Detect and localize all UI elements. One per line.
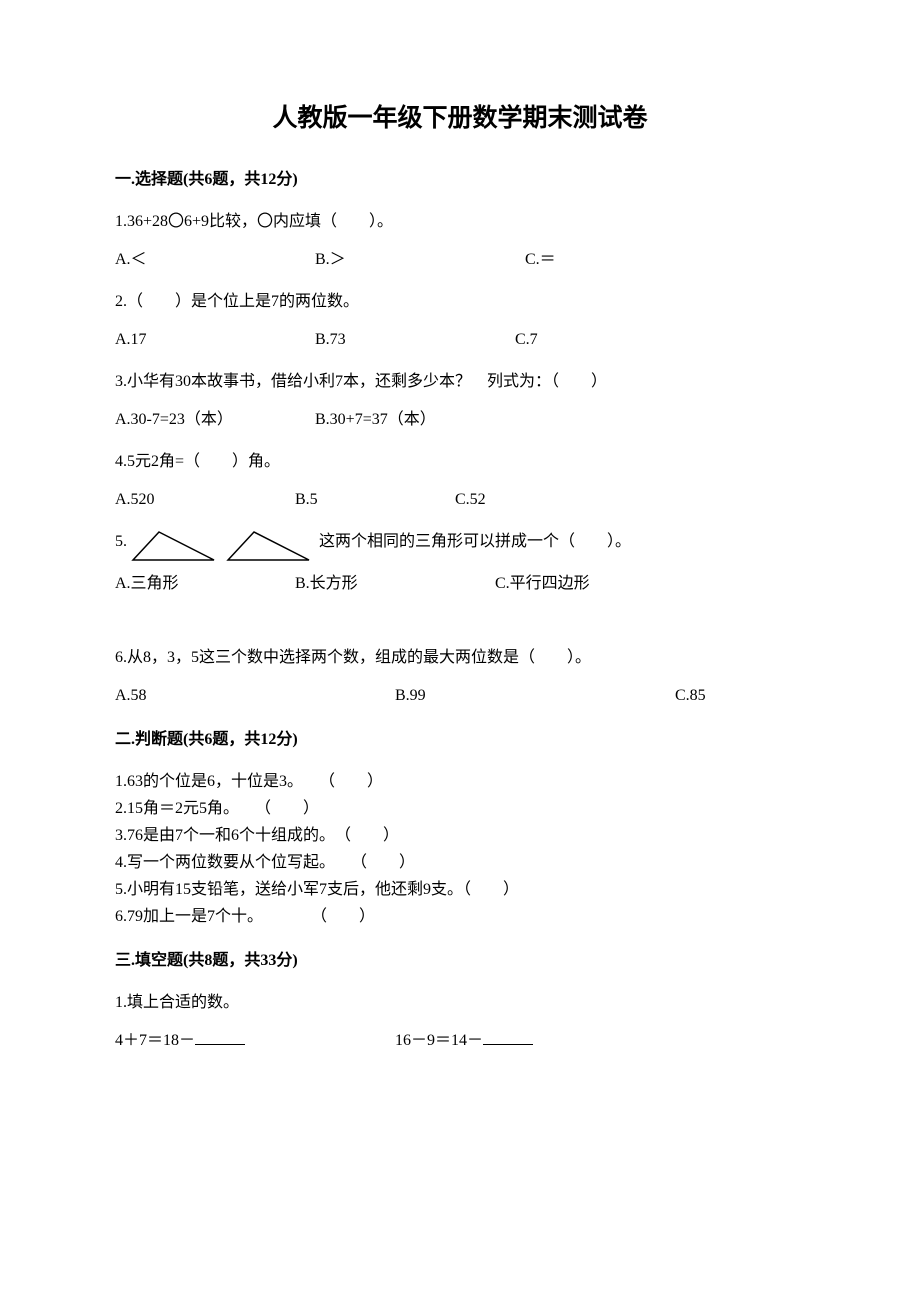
q1-opt-b: B.＞ [315,248,525,272]
triangle-icon [131,530,216,562]
q3-options: A.30-7=23（本） B.30+7=37（本） [115,408,805,432]
s2-l1: 1.63的个位是6，十位是3。 （ ） [115,770,805,794]
q2-opt-b: B.73 [315,328,515,352]
q1-opt-c: C.＝ [525,248,805,272]
blank-input [195,1029,245,1045]
s2-l3: 3.76是由7个一和6个十组成的。 （ ） [115,824,805,848]
q1-options: A.＜ B.＞ C.＝ [115,248,805,272]
blank-input [483,1029,533,1045]
q5-text: 这两个相同的三角形可以拼成一个（ ）。 [319,530,631,554]
s3-fill-b: 16－9＝14－ [395,1029,533,1053]
s3-q1: 1.填上合适的数。 [115,991,805,1015]
q3-opt-a: A.30-7=23（本） [115,408,315,432]
q4-opt-c: C.52 [455,488,805,512]
section3-header: 三.填空题(共8题，共33分) [115,949,805,973]
q5: 5. 这两个相同的三角形可以拼成一个（ ）。 A.三角形 B.长方形 C.平行四… [115,530,805,596]
q1: 1.36+28〇6+9比较，〇内应填（ ）。 A.＜ B.＞ C.＝ [115,210,805,272]
q4-opt-a: A.520 [115,488,295,512]
q5-triangles [131,530,311,562]
s3-fill-a: 4＋7＝18－ [115,1029,395,1053]
q6-opt-c: C.85 [675,684,805,708]
q4-opt-b: B.5 [295,488,455,512]
s3-fill-a-text: 4＋7＝18－ [115,1032,195,1049]
q6-text: 6.从8，3，5这三个数中选择两个数，组成的最大两位数是（ ）。 [115,646,805,670]
q4-text: 4.5元2角=（ ）角。 [115,450,805,474]
triangle-icon [226,530,311,562]
q5-opt-b: B.长方形 [295,572,495,596]
q5-opt-a: A.三角形 [115,572,295,596]
q5-layout: 5. 这两个相同的三角形可以拼成一个（ ）。 [115,530,805,562]
q6-opt-a: A.58 [115,684,395,708]
s3-fill-row: 4＋7＝18－ 16－9＝14－ [115,1029,805,1053]
q4-options: A.520 B.5 C.52 [115,488,805,512]
q2-opt-c: C.7 [515,328,805,352]
s2-l4: 4.写一个两位数要从个位写起。 （ ） [115,851,805,875]
q2: 2.（ ）是个位上是7的两位数。 A.17 B.73 C.7 [115,290,805,352]
section1-header: 一.选择题(共6题，共12分) [115,168,805,192]
q6-options: A.58 B.99 C.85 [115,684,805,708]
q6: 6.从8，3，5这三个数中选择两个数，组成的最大两位数是（ ）。 A.58 B.… [115,646,805,708]
q5-opt-c: C.平行四边形 [495,572,805,596]
q1-opt-a: A.＜ [115,248,315,272]
q2-options: A.17 B.73 C.7 [115,328,805,352]
q3: 3.小华有30本故事书，借给小利7本，还剩多少本？ 列式为：（ ） A.30-7… [115,370,805,432]
q2-text: 2.（ ）是个位上是7的两位数。 [115,290,805,314]
section2-list: 1.63的个位是6，十位是3。 （ ） 2.15角＝2元5角。 （ ） 3.76… [115,770,805,929]
s3-fill-b-text: 16－9＝14－ [395,1032,483,1049]
q1-text: 1.36+28〇6+9比较，〇内应填（ ）。 [115,210,805,234]
q5-options: A.三角形 B.长方形 C.平行四边形 [115,572,805,596]
s2-l6: 6.79加上一是7个十。 （ ） [115,905,805,929]
q3-text: 3.小华有30本故事书，借给小利7本，还剩多少本？ 列式为：（ ） [115,370,805,394]
page-title: 人教版一年级下册数学期末测试卷 [115,100,805,138]
q6-opt-b: B.99 [395,684,675,708]
s2-l5: 5.小明有15支铅笔，送给小军7支后，他还剩9支。（ ） [115,878,805,902]
section2-header: 二.判断题(共6题，共12分) [115,728,805,752]
q2-opt-a: A.17 [115,328,315,352]
s2-l2: 2.15角＝2元5角。 （ ） [115,797,805,821]
q5-num: 5. [115,530,127,554]
q4: 4.5元2角=（ ）角。 A.520 B.5 C.52 [115,450,805,512]
q3-opt-b: B.30+7=37（本） [315,408,525,432]
